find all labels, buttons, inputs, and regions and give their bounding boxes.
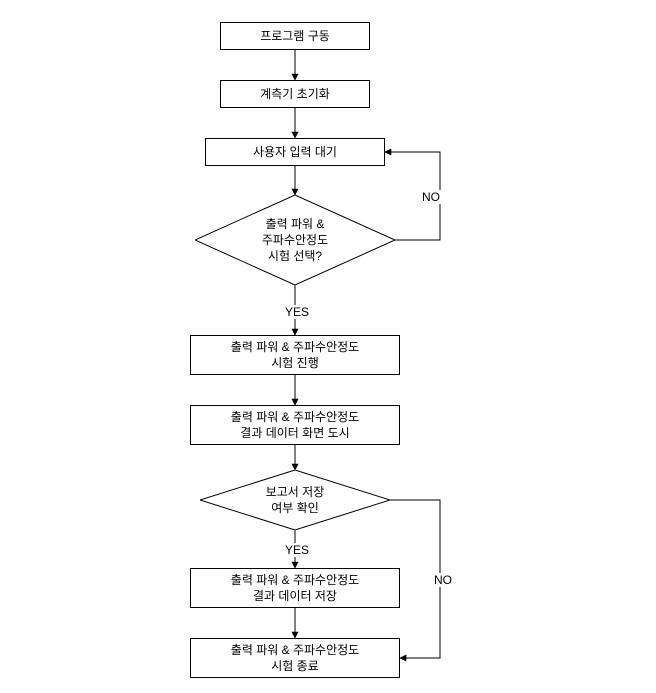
flow-decision-d2: 보고서 저장여부 확인: [200, 470, 390, 530]
node-label: 사용자 입력 대기: [253, 144, 337, 160]
edge-label-yes: YES: [283, 305, 311, 319]
edge-label-yes: YES: [283, 543, 311, 557]
node-label: 출력 파워 & 주파수안정도시험 종료: [231, 642, 359, 674]
flow-node-n6: 출력 파워 & 주파수안정도결과 데이터 저장: [190, 568, 400, 608]
flow-node-n7: 출력 파워 & 주파수안정도시험 종료: [190, 638, 400, 678]
flow-node-n5: 출력 파워 & 주파수안정도결과 데이터 화면 도시: [190, 405, 400, 445]
node-label: 프로그램 구동: [260, 28, 330, 44]
flow-node-n3: 사용자 입력 대기: [205, 138, 385, 166]
edge-label-no: NO: [420, 190, 442, 204]
edge-label-no: NO: [432, 573, 454, 587]
flowchart-canvas: 프로그램 구동계측기 초기화사용자 입력 대기출력 파워 &주파수안정도시험 선…: [0, 0, 656, 693]
flow-node-n2: 계측기 초기화: [220, 80, 370, 108]
flow-node-n1: 프로그램 구동: [220, 22, 370, 50]
node-label: 계측기 초기화: [260, 86, 330, 102]
node-label: 출력 파워 & 주파수안정도시험 진행: [231, 339, 359, 371]
flow-decision-d1: 출력 파워 &주파수안정도시험 선택?: [195, 195, 395, 285]
flow-node-n4: 출력 파워 & 주파수안정도시험 진행: [190, 335, 400, 375]
node-label: 출력 파워 & 주파수안정도결과 데이터 화면 도시: [231, 409, 359, 441]
node-label: 출력 파워 & 주파수안정도결과 데이터 저장: [231, 572, 359, 604]
